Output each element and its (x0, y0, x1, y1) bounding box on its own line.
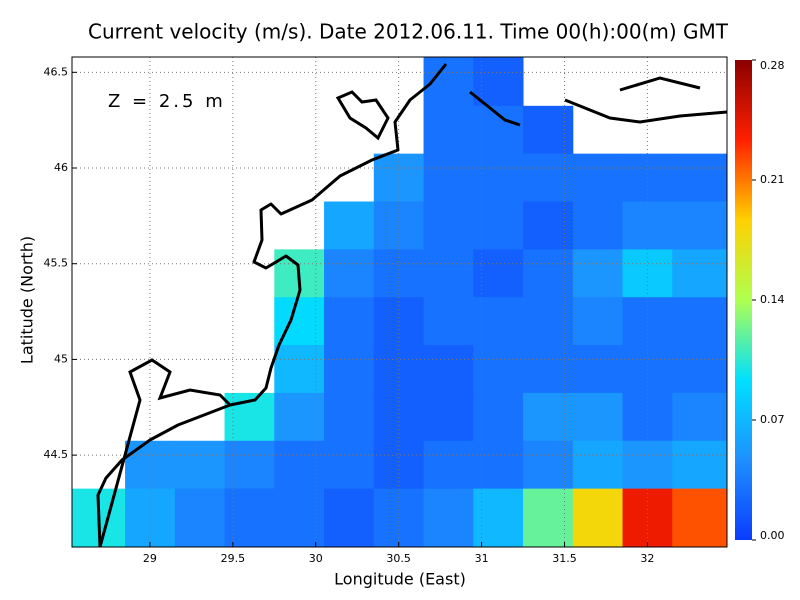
x-axis-label: Longitude (East) (334, 570, 466, 589)
y-tick-label: 45.5 (44, 257, 69, 270)
y-tick-label: 46 (54, 161, 68, 174)
velocity-cell (473, 488, 524, 548)
velocity-cell (672, 440, 728, 490)
velocity-cell (224, 488, 275, 548)
velocity-cell (523, 297, 574, 346)
coastline (98, 358, 232, 548)
coastline (96, 63, 448, 548)
velocity-cell (572, 440, 624, 490)
x-tick-label: 30.5 (386, 552, 411, 565)
velocity-cell (672, 488, 728, 548)
colorbar (735, 60, 752, 540)
map-title: Current velocity (m/s). Date 2012.06.11.… (88, 20, 729, 44)
velocity-cell (423, 440, 474, 490)
y-tick-label: 45 (54, 352, 68, 365)
velocity-cell (473, 345, 524, 394)
velocity-cell (523, 153, 574, 203)
velocity-cell (423, 297, 474, 346)
x-tick-label: 29 (143, 552, 157, 565)
velocity-cell (324, 297, 375, 346)
velocity-cell (324, 392, 375, 442)
velocity-cell (324, 488, 375, 548)
velocity-cell (672, 153, 728, 203)
colorbar-tick-label: 0.21 (760, 173, 785, 186)
velocity-cell (274, 488, 325, 548)
velocity-cell (672, 297, 728, 346)
velocity-cell (523, 345, 574, 394)
velocity-cell (423, 153, 474, 203)
velocity-cell (523, 249, 574, 298)
velocity-cell (572, 392, 624, 442)
velocity-cell (423, 345, 474, 394)
velocity-cell (274, 345, 325, 394)
colorbar-tick-label: 0.14 (760, 293, 785, 306)
velocity-cell (672, 201, 728, 250)
velocity-cell (523, 440, 574, 490)
velocity-cell (423, 488, 474, 548)
velocity-cell (324, 345, 375, 394)
velocity-cell (672, 249, 728, 298)
velocity-cell (572, 249, 624, 298)
velocity-cell (174, 440, 226, 490)
x-tick-label: 31 (475, 552, 489, 565)
velocity-cell (572, 297, 624, 346)
velocity-cell (473, 249, 524, 298)
velocity-cell (672, 345, 728, 394)
velocity-cell (174, 488, 226, 548)
plot-frame (71, 56, 728, 548)
coastline (469, 90, 521, 127)
velocity-cell (572, 345, 624, 394)
velocity-cell (324, 201, 375, 250)
velocity-cell (473, 201, 524, 250)
velocity-cell (274, 392, 325, 442)
y-tick-label: 46.5 (44, 65, 69, 78)
lagoon-outline (335, 90, 390, 141)
velocity-cell (473, 153, 524, 203)
velocity-cell (324, 440, 375, 490)
colorbar-tick-label: 0.07 (760, 413, 785, 426)
x-tick-label: 32 (640, 552, 654, 565)
velocity-cell (274, 440, 325, 490)
velocity-cell (523, 488, 574, 548)
velocity-cell (224, 440, 275, 490)
x-tick-label: 29.5 (221, 552, 246, 565)
velocity-cell (423, 105, 474, 155)
velocity-cell (423, 249, 474, 298)
y-tick-label: 44.5 (44, 448, 69, 461)
velocity-cell (324, 249, 375, 298)
x-tick-label: 31.5 (552, 552, 577, 565)
colorbar-tick-label: 0.00 (760, 529, 785, 542)
velocity-cell (473, 297, 524, 346)
velocity-cell (423, 392, 474, 442)
velocity-cell (473, 392, 524, 442)
velocity-cell (523, 392, 574, 442)
colorbar-tick-label: 0.28 (760, 59, 785, 72)
velocity-cell (572, 201, 624, 250)
velocity-cell (523, 201, 574, 250)
velocity-cell (473, 440, 524, 490)
velocity-cell (572, 488, 624, 548)
x-tick-label: 30 (309, 552, 323, 565)
depth-annotation: Z = 2.5 m (108, 91, 226, 112)
y-axis-label: Latitude (North) (18, 236, 37, 364)
coastline (564, 76, 728, 124)
velocity-cell (523, 105, 574, 155)
velocity-cell (572, 153, 624, 203)
velocity-cell (672, 392, 728, 442)
velocity-cell (423, 201, 474, 250)
